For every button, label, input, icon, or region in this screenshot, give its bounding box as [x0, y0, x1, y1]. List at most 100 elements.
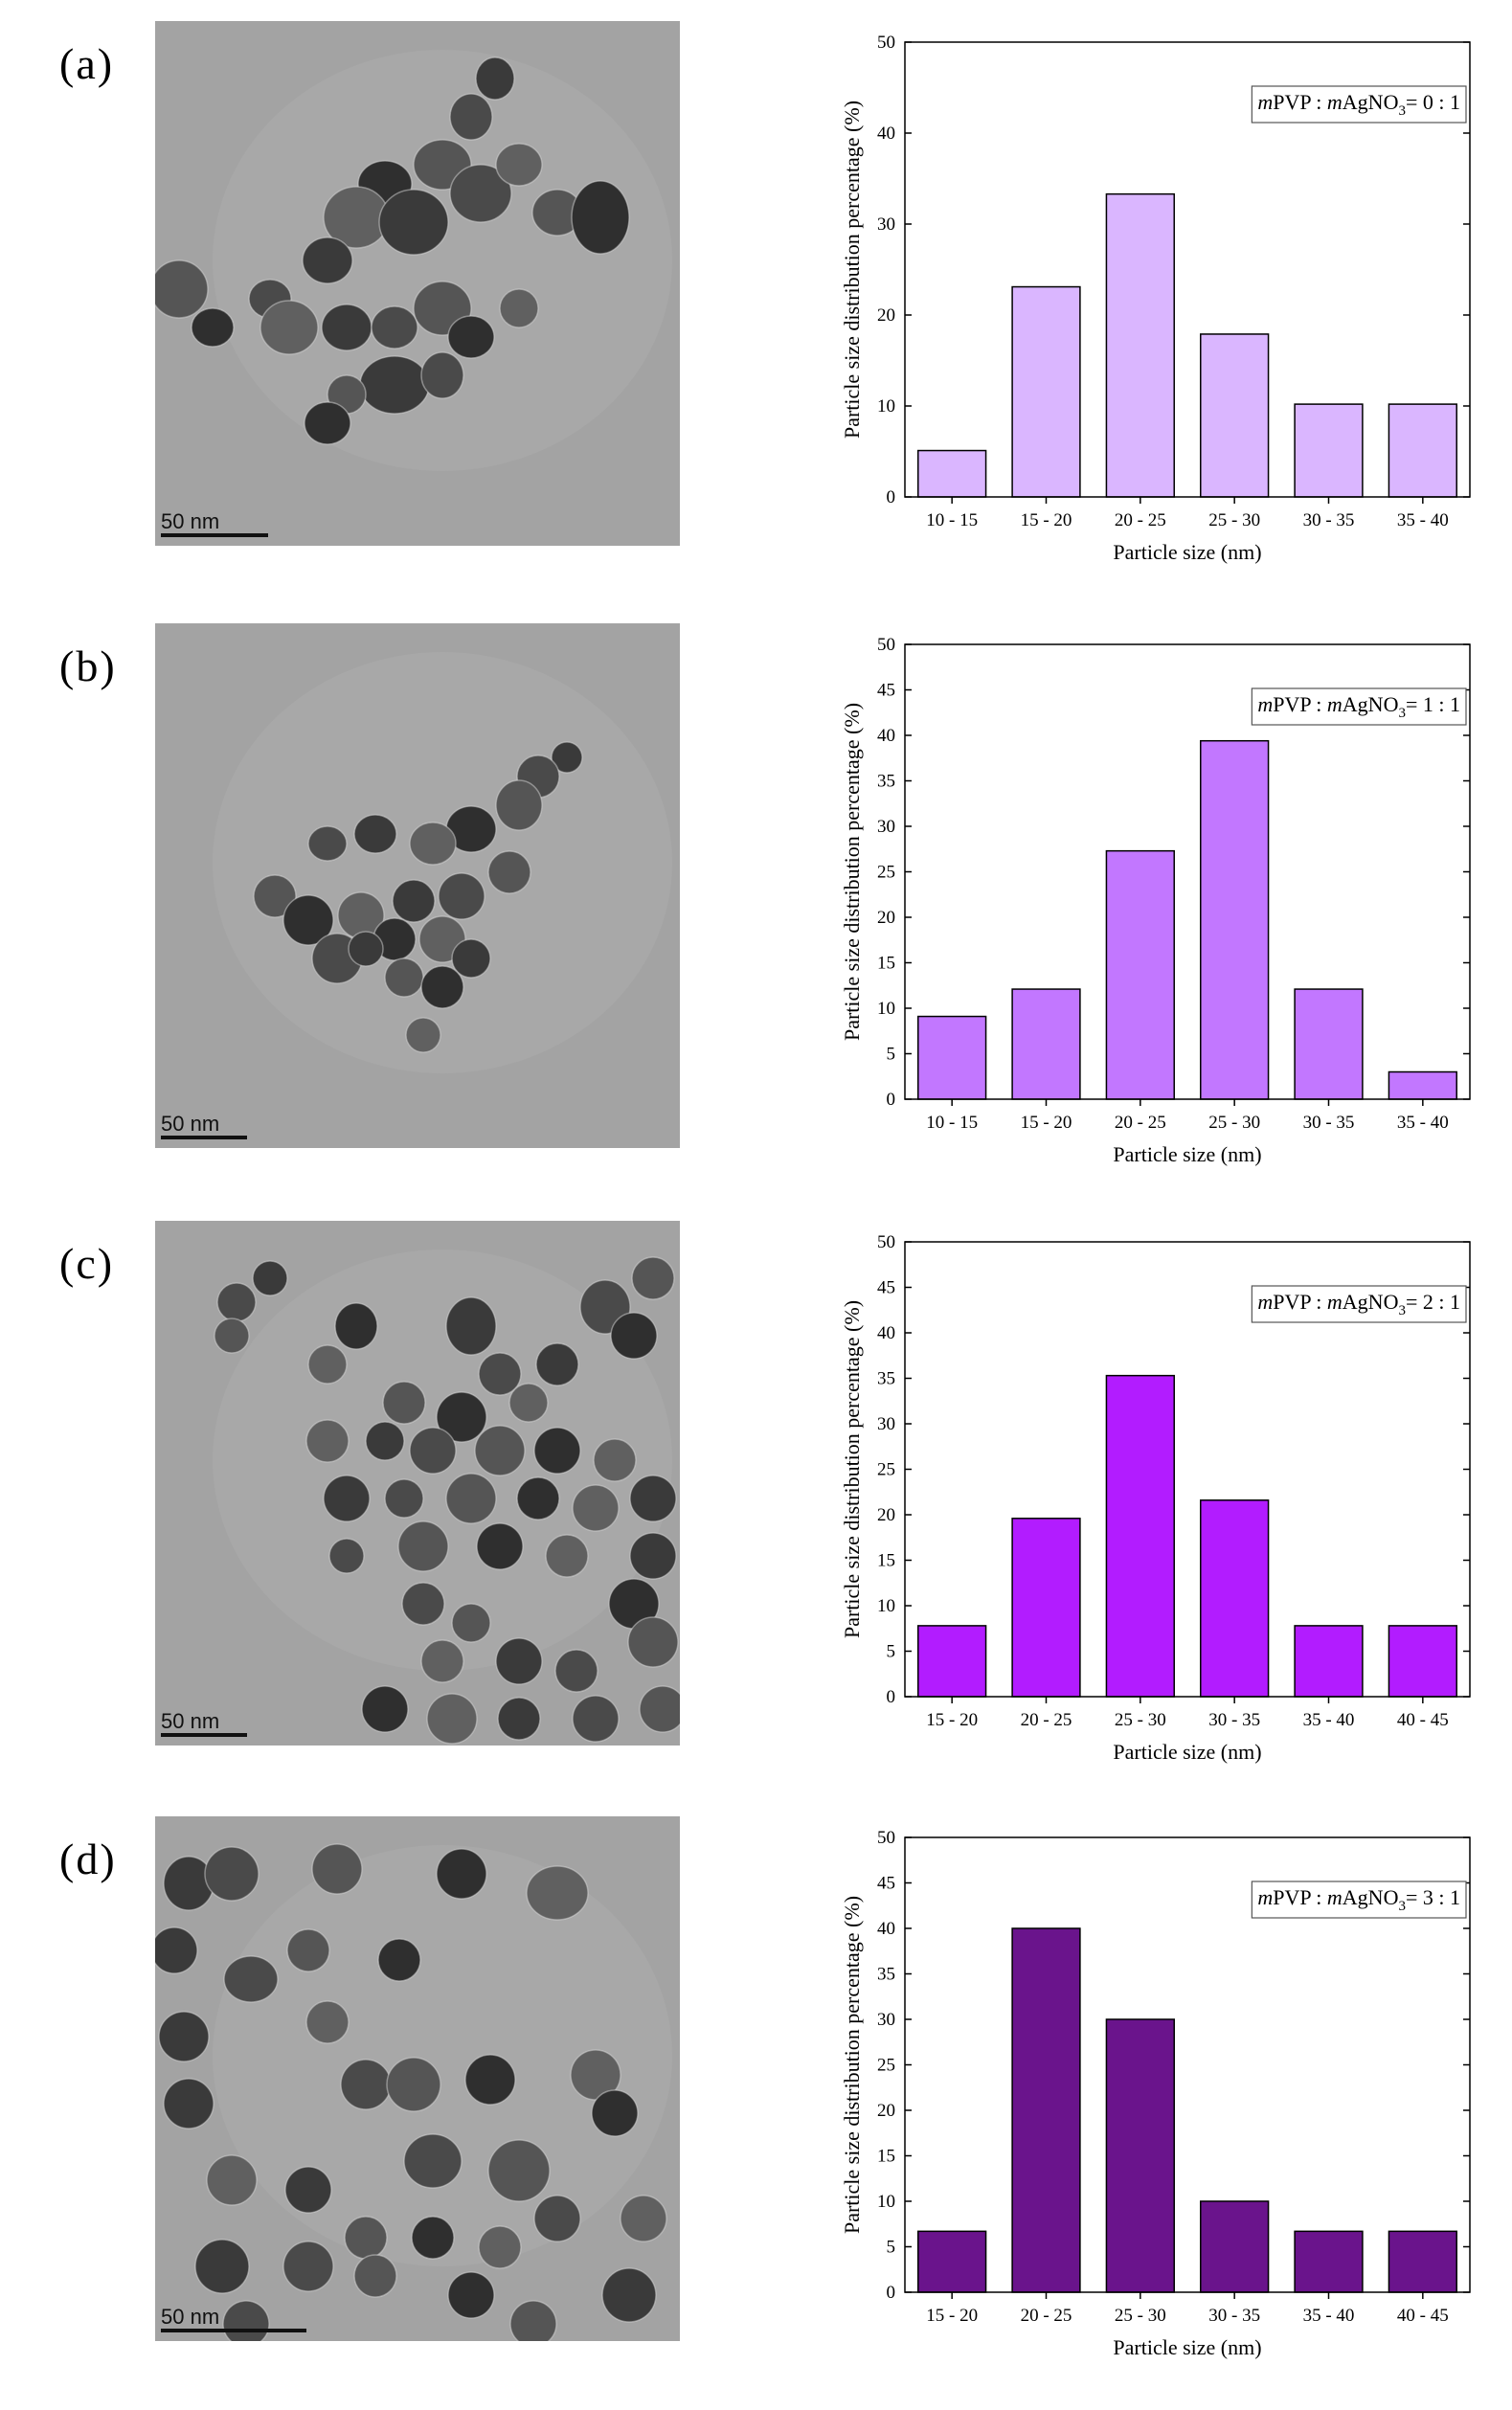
y-tick-label: 35 [877, 1369, 895, 1389]
legend: mPVP : mAgNO3= 2 : 1 [1251, 1285, 1467, 1323]
nanoparticle [384, 957, 424, 998]
panel-b: (b) 50 nm 0 5 10 15 20 25 30 35 40 45 50 10 - 15 15 … [0, 623, 1512, 1217]
legend-label: mPVP : mAgNO3= 3 : 1 [1257, 1885, 1460, 1914]
x-tick-label: 25 - 30 [1115, 2306, 1166, 2326]
bar [1294, 2230, 1364, 2293]
x-tick-label: 25 - 30 [1115, 1710, 1166, 1730]
scale-bar-label: 50 nm [161, 1709, 219, 1733]
nanoparticle [445, 1473, 497, 1524]
nanoparticle [451, 938, 491, 979]
x-axis-title: Particle size (nm) [1113, 1740, 1261, 1764]
tem-micrograph: 50 nm [155, 1221, 680, 1746]
nanoparticle [449, 93, 493, 141]
legend: mPVP : mAgNO3= 3 : 1 [1251, 1881, 1467, 1919]
nanoparticle [158, 2011, 210, 2062]
bar [1105, 849, 1175, 1100]
x-tick-label: 25 - 30 [1208, 510, 1260, 530]
nanoparticle [282, 894, 334, 946]
nanoparticle [508, 1383, 549, 1423]
nanoparticle [353, 814, 397, 854]
nanoparticle [420, 965, 464, 1009]
nanoparticle [426, 1693, 478, 1745]
y-tick-label: 45 [877, 681, 895, 701]
x-tick-label: 40 - 45 [1397, 2306, 1449, 2326]
legend: mPVP : mAgNO3= 0 : 1 [1251, 85, 1467, 124]
nanoparticle [445, 1296, 497, 1356]
nanoparticle [533, 2195, 581, 2242]
nanoparticle [384, 1478, 424, 1519]
bar [1200, 739, 1270, 1100]
y-tick-label: 25 [877, 2056, 895, 2076]
scale-bar [161, 2329, 306, 2332]
nanoparticle [436, 1848, 487, 1900]
bar [1105, 1374, 1175, 1698]
nanoparticle [436, 1391, 487, 1443]
x-tick-label: 10 - 15 [926, 510, 978, 530]
y-tick-label: 35 [877, 772, 895, 792]
y-tick-label: 15 [877, 1551, 895, 1571]
y-tick-label: 10 [877, 2192, 895, 2212]
nanoparticle [516, 1476, 560, 1520]
nanoparticle [282, 2241, 334, 2292]
x-tick-label: 35 - 40 [1303, 1710, 1355, 1730]
nanoparticle [334, 1302, 378, 1350]
x-tick-label: 30 - 35 [1303, 510, 1355, 530]
nanoparticle [610, 1312, 658, 1360]
scale-bar [161, 1136, 247, 1139]
y-tick-label: 40 [877, 1919, 895, 1939]
x-tick-label: 30 - 35 [1208, 2306, 1260, 2326]
nanoparticle [447, 2271, 495, 2319]
y-tick-label: 45 [877, 1278, 895, 1298]
bar-chart: 0 5 10 15 20 25 30 35 40 45 50 15 - 20 20 - 25 25 - 3… [833, 1221, 1512, 1814]
y-tick-label: 5 [887, 1642, 896, 1662]
bar [917, 449, 987, 498]
y-tick-label: 10 [877, 999, 895, 1019]
nanoparticle [194, 2239, 250, 2294]
nanoparticle [344, 2216, 388, 2260]
tem-micrograph: 50 nm [155, 1816, 680, 2341]
panel-label: (d) [59, 1835, 117, 1883]
y-tick-label: 30 [877, 817, 895, 837]
nanoparticle [499, 288, 539, 328]
bar [917, 2230, 987, 2293]
x-tick-label: 40 - 45 [1397, 1710, 1449, 1730]
y-axis-title: Particle size distribution percentage (%… [840, 101, 864, 439]
nanoparticle [629, 1532, 677, 1580]
panel-label: (b) [59, 642, 117, 690]
x-tick-label: 30 - 35 [1303, 1113, 1355, 1133]
nanoparticle [377, 1938, 421, 1982]
nanoparticle [321, 304, 372, 351]
nanoparticle [223, 1955, 279, 2003]
plot-frame [904, 41, 1471, 498]
y-tick-label: 50 [877, 1828, 895, 1848]
y-tick-label: 25 [877, 863, 895, 883]
legend-box [1251, 1285, 1467, 1323]
nanoparticle [222, 2300, 270, 2341]
nanoparticle [397, 1520, 449, 1572]
nanoparticle [631, 1256, 675, 1300]
bar [1294, 1625, 1364, 1698]
nanoparticle [392, 879, 436, 923]
tem-image: 50 nm [155, 1221, 680, 1746]
nanoparticle [464, 2054, 516, 2106]
bar [1388, 2230, 1457, 2293]
x-tick-label: 25 - 30 [1208, 1113, 1260, 1133]
nanoparticle [509, 2300, 557, 2341]
y-axis-title: Particle size distribution percentage (%… [840, 1300, 864, 1638]
nanoparticle [286, 1928, 330, 1972]
nanoparticle [359, 355, 430, 415]
nanoparticle [305, 1419, 350, 1463]
nanoparticle [449, 164, 512, 223]
y-tick-label: 30 [877, 214, 895, 235]
bar [1294, 403, 1364, 498]
bar [1105, 192, 1175, 498]
nanoparticle [535, 1342, 579, 1386]
nanoparticle [328, 1538, 365, 1574]
panel-label: (a) [59, 39, 115, 88]
y-axis-title: Particle size distribution percentage (%… [840, 1896, 864, 2234]
y-tick-label: 20 [877, 305, 895, 326]
x-tick-label: 20 - 25 [1115, 510, 1166, 530]
y-tick-label: 5 [887, 2238, 896, 2258]
y-tick-label: 10 [877, 1596, 895, 1616]
x-tick-label: 20 - 25 [1021, 2306, 1072, 2326]
